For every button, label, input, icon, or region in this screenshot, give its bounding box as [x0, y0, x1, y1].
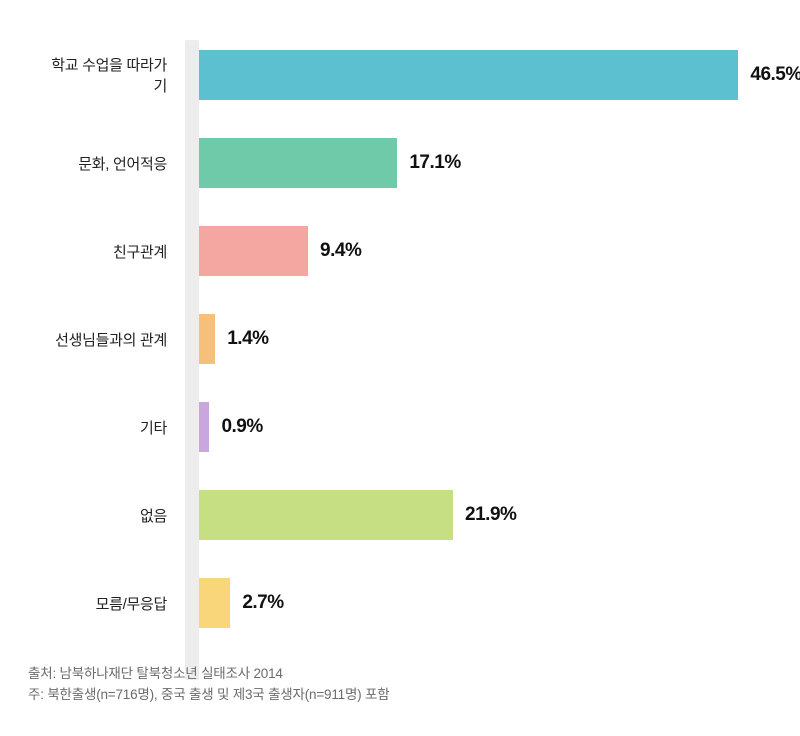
bar-label: 문화, 언어적응 — [40, 153, 185, 174]
bar-track: 2.7% — [199, 578, 780, 628]
bar-value: 2.7% — [242, 592, 283, 614]
bar-row: 없음 21.9% — [40, 490, 780, 540]
bar-label: 친구관계 — [40, 241, 185, 262]
footnote-note: 주: 북한출생(n=716명), 중국 출생 및 제3국 출생자(n=911명)… — [28, 684, 389, 706]
bar — [199, 490, 453, 540]
bar-track: 9.4% — [199, 226, 780, 276]
bar-label: 기타 — [40, 417, 185, 438]
bar — [199, 50, 738, 100]
chart-footnotes: 출처: 남북하나재단 탈북청소년 실태조사 2014 주: 북한출생(n=716… — [28, 663, 389, 706]
bar-track: 21.9% — [199, 490, 780, 540]
bar-row: 기타 0.9% — [40, 402, 780, 452]
bar-value: 21.9% — [465, 504, 516, 526]
bar-label: 모름/무응답 — [40, 593, 185, 614]
bar — [199, 402, 209, 452]
footnote-source: 출처: 남북하나재단 탈북청소년 실태조사 2014 — [28, 663, 389, 685]
bar-value: 1.4% — [227, 328, 268, 350]
bar — [199, 138, 397, 188]
bar-label: 학교 수업을 따라가기 — [40, 54, 185, 96]
bar-track: 0.9% — [199, 402, 780, 452]
bar — [199, 314, 215, 364]
bar-row: 친구관계 9.4% — [40, 226, 780, 276]
bar — [199, 578, 230, 628]
bar-value: 9.4% — [320, 240, 361, 262]
bar-row: 학교 수업을 따라가기 46.5% — [40, 50, 780, 100]
bar-value: 17.1% — [409, 152, 460, 174]
bar-value: 0.9% — [221, 416, 262, 438]
bar-row: 문화, 언어적응 17.1% — [40, 138, 780, 188]
bar-row: 모름/무응답 2.7% — [40, 578, 780, 628]
bar-row: 선생님들과의 관계 1.4% — [40, 314, 780, 364]
bar-track: 1.4% — [199, 314, 780, 364]
bar-track: 46.5% — [199, 50, 780, 100]
bar-label: 없음 — [40, 505, 185, 526]
bar-label: 선생님들과의 관계 — [40, 329, 185, 350]
bar-track: 17.1% — [199, 138, 780, 188]
bar-chart: 학교 수업을 따라가기 46.5% 문화, 언어적응 17.1% 친구관계 9.4% 선생님… — [40, 50, 780, 628]
bar — [199, 226, 308, 276]
bar-value: 46.5% — [750, 64, 800, 86]
